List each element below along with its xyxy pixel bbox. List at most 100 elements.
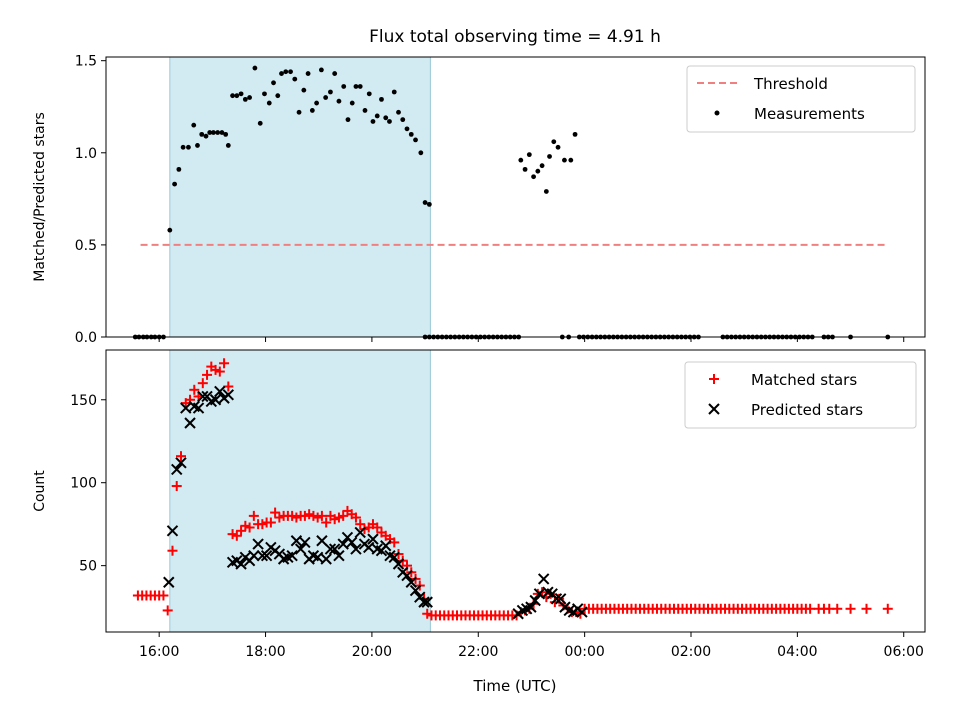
measurement-point (543, 189, 549, 194)
measurement-point (309, 108, 315, 113)
measurement-point (279, 71, 284, 76)
measurement-point (242, 96, 248, 102)
predicted-star-point (163, 576, 175, 588)
matched-star-point (214, 366, 225, 377)
measurement-point (262, 91, 267, 97)
measurement-point (408, 131, 414, 137)
measurement-point (400, 117, 406, 123)
measurement-point (568, 157, 574, 163)
measurement-point (238, 91, 244, 97)
measurements-legend-label: Measurements (754, 105, 865, 123)
predicted-star-point (421, 596, 433, 608)
count-axes: 50 100 150 16:00 18:00 20:00 22:00 00:00 02:00 04… (70, 393, 924, 660)
measurement-point (332, 71, 338, 76)
predicted-star-point (418, 596, 430, 608)
xtick-label: 22:00 (458, 644, 498, 660)
matched-star-point (389, 537, 400, 548)
predicted-star-point (367, 533, 379, 545)
predicted-star-point (529, 594, 541, 607)
measurement-point (283, 69, 289, 75)
measurement-point (426, 201, 432, 207)
ratio-ytick-label: 0.5 (75, 238, 97, 254)
predicted-star-point (328, 543, 341, 555)
predicted-star-point (350, 543, 362, 555)
xtick-label: 18:00 (245, 644, 285, 660)
measurement-point (349, 100, 355, 106)
predicted-star-point (260, 549, 273, 562)
predicted-star-point (363, 541, 375, 554)
xtick-label: 00:00 (564, 644, 604, 660)
measurement-point (551, 139, 557, 145)
matched-star-point (219, 358, 230, 369)
predicted-star-point (171, 463, 183, 476)
measurement-point (215, 130, 221, 135)
measurement-point (357, 84, 363, 89)
measurement-point (257, 120, 263, 126)
measurement-point (167, 227, 173, 233)
predicted-star-point (525, 601, 537, 613)
matched-star-point (248, 510, 259, 521)
count-legend: Matched stars Predicted stars (684, 361, 917, 429)
ratio-y-axis-label: Matched/Predicted stars (32, 112, 48, 282)
predicted-star-point (166, 525, 179, 537)
measurement-point (180, 144, 186, 150)
predicted-star-point (401, 569, 413, 582)
measurement-point (353, 84, 359, 89)
count-y-axis-label: Count (32, 470, 48, 512)
measurement-point (518, 157, 524, 163)
ratio-ytick-label: 1.0 (75, 146, 97, 162)
measurement-point (288, 69, 293, 75)
measurement-point (252, 65, 258, 71)
predicted-star-point (405, 576, 417, 588)
measurement-point (266, 100, 272, 106)
predicted-star-point (252, 538, 264, 550)
predicted-star-point (576, 606, 588, 618)
predicted-star-point (180, 402, 192, 414)
matched-legend-label: Matched stars (751, 371, 857, 389)
measurement-point (345, 117, 351, 123)
xtick-label: 06:00 (884, 644, 924, 660)
ratio-axes: 0.0 0.5 1.0 1.5 (75, 54, 905, 346)
predicted-star-point (392, 558, 405, 570)
predicted-star-point (537, 573, 550, 585)
count-ytick-label: 100 (70, 476, 97, 492)
predicted-star-point (333, 549, 345, 562)
ratio-axes-frame (105, 56, 926, 338)
count-ytick-label: 150 (70, 393, 97, 409)
matched-star-point (158, 590, 169, 601)
ratio-ytick-label: 0.0 (75, 330, 97, 346)
predicted-star-point (337, 538, 349, 550)
measurement-point (186, 144, 191, 150)
predicted-star-point (324, 543, 337, 555)
measurement-point (413, 137, 418, 143)
measurement-point (404, 126, 410, 132)
measurement-point (318, 67, 324, 73)
matched-star-point (223, 381, 234, 392)
predicted-star-point (235, 558, 247, 570)
predicted-legend-swatch (708, 403, 720, 415)
measurement-point (366, 91, 372, 97)
measurement-point (539, 163, 545, 169)
measurement-point (314, 100, 319, 106)
measurement-point (305, 71, 311, 76)
matched-star-point (321, 517, 332, 528)
predicted-star-point (290, 535, 303, 547)
measurement-point (223, 131, 229, 137)
matched-star-point (202, 369, 213, 380)
predicted-star-point (175, 457, 187, 469)
measurement-point (341, 84, 347, 89)
chart-title: Flux total observing time = 4.91 h (369, 27, 661, 47)
predicted-star-point (554, 593, 567, 605)
measurement-point (271, 80, 276, 86)
measurement-point (396, 109, 401, 115)
matched-star-point (244, 522, 255, 533)
predicted-star-point (209, 394, 222, 406)
measurement-point (296, 109, 302, 115)
measurement-point (211, 130, 216, 135)
matched-star-point (805, 603, 816, 614)
matched-star-point (861, 603, 872, 614)
measurement-point (199, 131, 205, 137)
measurement-point (203, 133, 209, 139)
measurement-point (572, 131, 578, 137)
